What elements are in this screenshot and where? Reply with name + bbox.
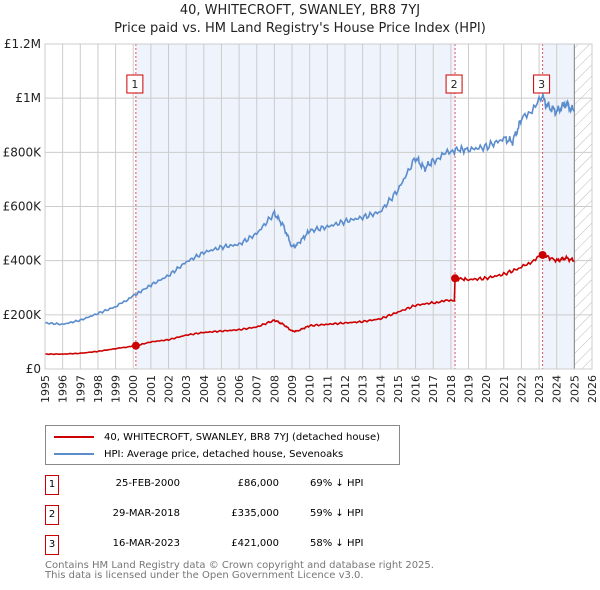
footer-line-2: This data is licensed under the Open Gov… [45, 570, 364, 581]
x-tick-label: 2016 [410, 375, 423, 403]
x-tick-label: 2000 [127, 375, 140, 403]
x-tick-label: 2008 [268, 375, 281, 403]
footer-line-1: Contains HM Land Registry data © Crown c… [45, 560, 434, 571]
x-tick-label: 2025 [568, 375, 581, 403]
y-tick-label: £800K [3, 145, 43, 159]
sale-label-box [445, 74, 463, 94]
y-tick-label: £200K [3, 308, 43, 322]
x-tick-label: 2003 [180, 375, 193, 403]
x-tick-label: 2019 [462, 375, 475, 403]
sale-price: £421,000 [231, 538, 279, 549]
footer: Contains HM Land Registry data © Crown c… [45, 561, 434, 581]
x-tick-label: 2005 [215, 375, 228, 403]
y-tick-label: £1M [15, 91, 41, 105]
x-tick-label: 2021 [498, 375, 511, 403]
x-tick-label: 1996 [57, 375, 70, 403]
x-tick-label: 1997 [74, 375, 87, 403]
sale-price: £335,000 [231, 508, 279, 519]
plot-area: 1995 1996 1997 1998 1999 2000 2001 2002 2003 2004… [3, 37, 599, 403]
x-tick-label: 2014 [374, 375, 387, 403]
x-tick-label: 2007 [251, 375, 264, 403]
x-tick-label: 2001 [145, 375, 158, 403]
x-tick-label: 2017 [427, 375, 440, 403]
sale-date: 16-MAR-2023 [112, 538, 180, 549]
sale-label-box [533, 74, 551, 94]
x-tick-label: 2018 [445, 375, 458, 403]
sale-row: 2 29-MAR-2018 £335,000 59% ↓ HPI [45, 505, 375, 525]
x-tick-label: 2013 [357, 375, 370, 403]
x-tick-label: 1995 [39, 375, 52, 403]
x-tick-label: 2023 [533, 375, 546, 403]
legend-label-price: 40, WHITECROFT, SWANLEY, BR8 7YJ (detach… [104, 431, 381, 443]
x-tick-label: 2015 [392, 375, 405, 403]
x-tick-label: 2011 [321, 375, 334, 403]
legend-swatch-price [54, 436, 94, 438]
sale-label: 3 [538, 78, 545, 91]
x-tick-label: 1999 [110, 375, 123, 403]
x-tick-label: 2020 [480, 375, 493, 403]
sale-point [451, 274, 460, 283]
x-tick-label: 2024 [551, 375, 564, 403]
sale-price: £86,000 [237, 478, 279, 489]
x-tick-label: 2004 [198, 375, 211, 403]
x-tick-label: 2026 [586, 375, 599, 403]
sale-marker-badge: 3 [45, 535, 59, 555]
hpi-line [44, 91, 576, 326]
x-tick-label: 2022 [515, 375, 528, 403]
sale-hpi-diff: 59% ↓ HPI [310, 508, 364, 519]
y-tick-label: £400K [3, 254, 43, 268]
legend-swatch-hpi [54, 453, 94, 455]
x-tick-label: 1998 [92, 375, 105, 403]
legend: 40, WHITECROFT, SWANLEY, BR8 7YJ (detach… [45, 425, 400, 465]
sale-row: 1 25-FEB-2000 £86,000 69% ↓ HPI [45, 475, 375, 495]
sale-label: 2 [451, 78, 458, 91]
sale-date: 25-FEB-2000 [115, 478, 180, 489]
x-tick-label: 2010 [304, 375, 317, 403]
price-line [44, 251, 575, 356]
sale-label: 1 [131, 78, 138, 91]
x-tick-label: 2009 [286, 375, 299, 403]
sale-row: 3 16-MAR-2023 £421,000 58% ↓ HPI [45, 535, 375, 555]
plot-border [44, 43, 593, 370]
sale-date: 29-MAR-2018 [112, 508, 180, 519]
sale-marker-badge: 2 [45, 505, 59, 525]
y-tick-label: £0 [26, 362, 41, 376]
y-tick-label: £1.2M [4, 37, 41, 51]
chart-title: 40, WHITECROFT, SWANLEY, BR8 7YJ [179, 3, 421, 18]
y-tick-label: £600K [3, 200, 43, 214]
x-tick-label: 2012 [339, 375, 352, 403]
x-tick-label: 2006 [233, 375, 246, 403]
sale-point [131, 341, 140, 350]
sale-marker-badge: 1 [45, 475, 59, 495]
sale-hpi-diff: 69% ↓ HPI [310, 478, 364, 489]
sale-hpi-diff: 58% ↓ HPI [310, 538, 364, 549]
chart-subtitle: Price paid vs. HM Land Registry's House … [114, 21, 486, 36]
legend-label-hpi: HPI: Average price, detached house, Seve… [104, 448, 344, 460]
x-tick-label: 2002 [163, 375, 176, 403]
sale-label-box [126, 74, 144, 94]
sale-point [538, 250, 547, 259]
